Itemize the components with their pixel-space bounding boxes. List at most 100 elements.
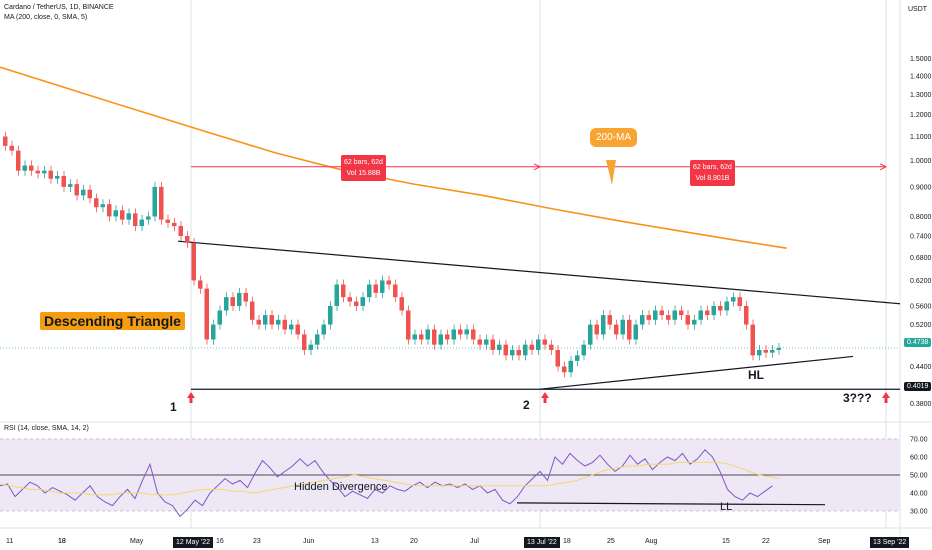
candle-body	[438, 334, 443, 345]
divergence-label: Hidden Divergence	[294, 481, 388, 493]
candle-body	[770, 349, 775, 353]
ma-indicator-label: MA (200, close, 0, SMA, 5)	[4, 14, 88, 21]
candle-body	[321, 324, 326, 335]
candle-body	[679, 310, 684, 316]
price-tick-label: 0.3800	[910, 401, 932, 408]
hl-label: HL	[748, 368, 764, 382]
price-tick-label: 0.5200	[910, 322, 932, 329]
wave-label-3: 3???	[843, 391, 872, 405]
range-info-1: 62 bars, 62d Vol 15.88B	[341, 155, 386, 181]
candle-body	[191, 242, 196, 281]
candle-body	[295, 324, 300, 335]
candle-body	[477, 339, 482, 345]
time-tick-label: 25	[607, 538, 615, 545]
candle-body	[692, 319, 697, 325]
up-arrow	[882, 392, 890, 398]
candle-body	[126, 213, 131, 220]
candle-body	[152, 186, 157, 217]
triangle-lower-line	[539, 355, 854, 390]
candle-body	[29, 165, 34, 171]
up-arrow	[541, 392, 549, 398]
price-tick-label: 1.2000	[910, 112, 932, 119]
candle-body	[718, 305, 723, 311]
time-tick-label: Jul	[470, 538, 479, 545]
candle-body	[35, 170, 40, 174]
time-tick-label: 15	[722, 538, 730, 545]
candle-body	[165, 219, 170, 223]
candle-body	[588, 324, 593, 345]
candle-body	[386, 280, 391, 285]
candle-body	[464, 329, 469, 335]
time-tick-label: 22	[762, 538, 770, 545]
candle-body	[659, 310, 664, 316]
candle-body	[94, 198, 99, 208]
candle-body	[757, 349, 762, 356]
candle-body	[230, 297, 235, 306]
time-tick-label: 16	[216, 538, 224, 545]
ma-callout: 200-MA	[590, 128, 638, 147]
price-tick-label: 0.6200	[910, 278, 932, 285]
candle-body	[308, 344, 313, 350]
candle-body	[282, 319, 287, 330]
candle-body	[627, 319, 632, 340]
price-tick-label: 0.6800	[910, 255, 932, 262]
time-tick-label: 18	[58, 538, 66, 545]
candle-body	[581, 344, 586, 356]
candle-body	[731, 297, 736, 302]
candle-body	[354, 301, 359, 306]
time-tick-label: 11	[6, 538, 13, 545]
candle-body	[107, 204, 112, 217]
support-price-tag: 0.4019	[904, 382, 932, 391]
price-tick-label: 1.3000	[910, 92, 932, 99]
rsi-tick-label: 60.00	[910, 455, 928, 462]
candle-body	[289, 324, 294, 330]
candle-body	[360, 297, 365, 306]
candle-body	[633, 324, 638, 340]
candle-body	[529, 344, 534, 350]
candle-body	[16, 150, 21, 171]
candle-body	[666, 315, 671, 320]
candle-body	[510, 349, 515, 356]
candle-body	[42, 170, 47, 174]
date-tag-2: 13 Jul '22	[524, 537, 560, 548]
time-tick-label: 18	[563, 538, 571, 545]
candle-body	[172, 222, 177, 227]
candle-body	[432, 329, 437, 345]
candle-body	[744, 305, 749, 325]
symbol-title: Cardano / TetherUS, 1D, BINANCE	[4, 4, 114, 11]
candle-body	[471, 329, 476, 340]
candle-body	[458, 329, 463, 335]
candle-body	[516, 349, 521, 356]
candle-body	[484, 339, 489, 345]
candle-body	[711, 305, 716, 316]
candle-body	[276, 319, 281, 325]
up-arrow-stem	[543, 398, 547, 403]
candle-body	[328, 305, 333, 325]
up-arrow	[187, 392, 195, 398]
date-tag-1: 12 May '22	[173, 537, 214, 548]
candle-body	[204, 288, 209, 340]
candle-body	[536, 339, 541, 350]
candle-body	[763, 349, 768, 353]
candle-body	[133, 213, 138, 227]
candle-body	[146, 216, 151, 220]
time-tick-label: Jun	[303, 538, 314, 545]
candle-body	[380, 280, 385, 293]
rsi-ma-line	[0, 461, 780, 496]
price-tick-label: 0.4400	[910, 364, 932, 371]
time-tick-label: 23	[253, 538, 261, 545]
candle-body	[74, 184, 79, 196]
price-tick-label: 0.9000	[910, 184, 932, 191]
candle-body	[198, 280, 203, 289]
candle-body	[243, 292, 248, 302]
candle-body	[562, 366, 567, 373]
wave-label-1: 1	[170, 400, 177, 414]
time-tick-label: 13	[371, 538, 379, 545]
candle-body	[139, 219, 144, 227]
candle-body	[549, 344, 554, 350]
candle-body	[9, 145, 14, 151]
rsi-line	[0, 449, 773, 518]
range-info-2: 62 bars, 62d Vol 8.901B	[690, 160, 735, 186]
candle-body	[250, 301, 255, 320]
